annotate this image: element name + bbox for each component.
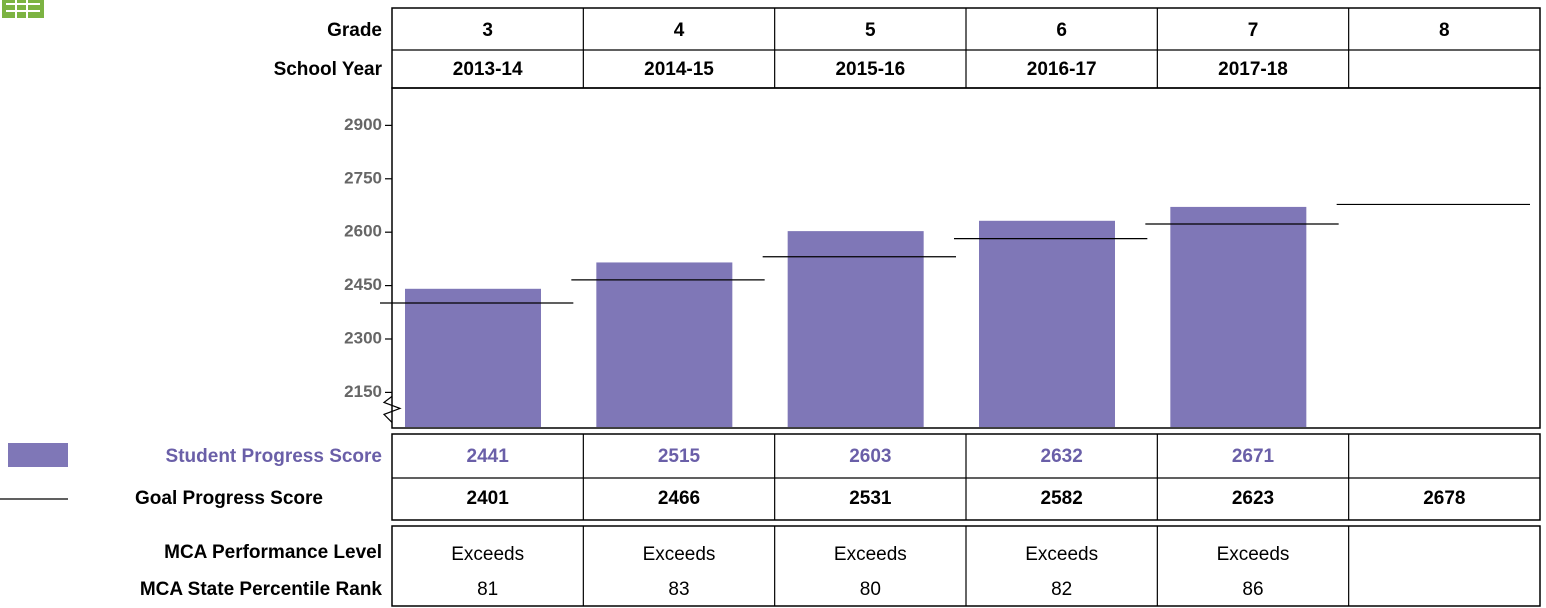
grade-label: 8	[1439, 20, 1450, 41]
performance-level: Exceeds	[451, 544, 524, 565]
row-label: School Year	[274, 59, 383, 80]
year-label: 2017-18	[1218, 59, 1288, 80]
performance-level: Exceeds	[1025, 544, 1098, 565]
y-tick-label: 2150	[344, 382, 382, 401]
percentile-rank: 82	[1051, 579, 1072, 600]
goal-score: 2531	[849, 488, 892, 509]
year-label: 2016-17	[1027, 59, 1097, 80]
y-tick-label: 2750	[344, 168, 382, 187]
percentile-rank: 81	[477, 579, 498, 600]
table-box	[391, 87, 1541, 429]
year-label: 2013-14	[453, 59, 523, 80]
row-label: MCA State Percentile Rank	[140, 579, 383, 600]
student-score: 2441	[467, 446, 510, 467]
y-tick-label: 2600	[344, 222, 382, 241]
student-score: 2515	[658, 446, 701, 467]
row-label: MCA Performance Level	[164, 542, 382, 563]
percentile-rank: 80	[860, 579, 881, 600]
percentile-rank: 86	[1242, 579, 1263, 600]
break-zigzag	[382, 395, 402, 423]
year-label: 2014-15	[644, 59, 714, 80]
row-label: Grade	[327, 20, 382, 41]
percentile-rank: 83	[668, 579, 689, 600]
grade-label: 3	[482, 20, 493, 41]
year-label: 2015-16	[835, 59, 905, 80]
y-tick-label: 2900	[344, 115, 382, 134]
performance-level: Exceeds	[1217, 544, 1290, 565]
student-score: 2603	[849, 446, 891, 467]
grade-label: 5	[865, 20, 876, 41]
icon-grid	[6, 0, 40, 18]
grade-label: 7	[1248, 20, 1259, 41]
icon-bg	[2, 0, 44, 18]
goal-score: 2582	[1041, 488, 1083, 509]
student-score: 2632	[1041, 446, 1083, 467]
y-tick-label: 2450	[344, 275, 382, 294]
performance-level: Exceeds	[643, 544, 716, 565]
y-tick-label: 2300	[344, 328, 382, 347]
legend-label: Goal Progress Score	[135, 488, 323, 509]
bar	[787, 231, 924, 427]
performance-level: Exceeds	[834, 544, 907, 565]
student-score: 2671	[1232, 446, 1275, 467]
legend-swatch	[8, 443, 68, 467]
goal-score: 2401	[467, 488, 510, 509]
bar	[979, 220, 1115, 427]
table-icon	[2, 0, 44, 18]
bar	[405, 288, 541, 427]
grade-label: 6	[1056, 20, 1067, 41]
grade-label: 4	[674, 20, 685, 41]
goal-score: 2678	[1423, 488, 1465, 509]
bar	[1170, 206, 1307, 427]
goal-score: 2623	[1232, 488, 1274, 509]
bar	[596, 262, 733, 427]
legend-label: Student Progress Score	[166, 446, 382, 467]
goal-score: 2466	[658, 488, 700, 509]
